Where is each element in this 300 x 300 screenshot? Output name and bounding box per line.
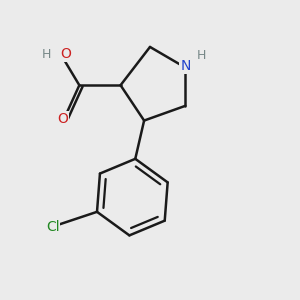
Text: H: H [197, 49, 206, 62]
Text: O: O [60, 47, 70, 61]
Text: Cl: Cl [46, 220, 60, 234]
Text: H: H [42, 48, 51, 61]
Text: O: O [58, 112, 69, 126]
Text: N: N [180, 59, 190, 73]
